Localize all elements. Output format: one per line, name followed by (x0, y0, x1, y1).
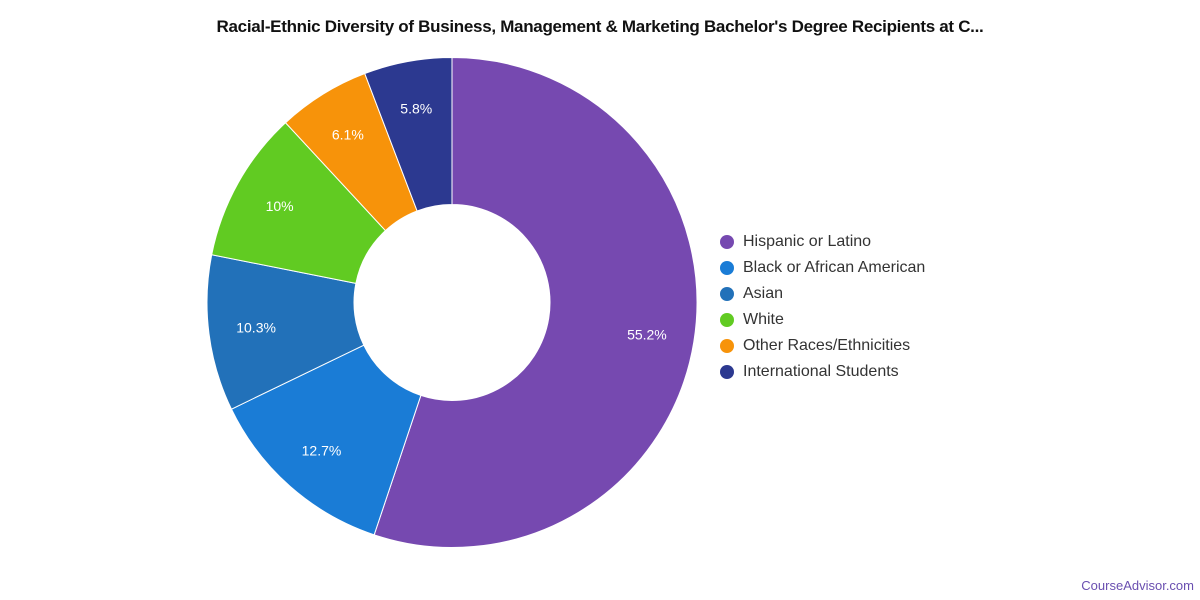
slice-data-label: 12.7% (302, 443, 342, 459)
legend-label: Black or African American (743, 259, 926, 276)
legend-item[interactable]: Other Races/Ethnicities (720, 333, 925, 359)
slice-data-label: 6.1% (332, 127, 364, 143)
slice-data-label: 55.2% (627, 326, 667, 342)
legend-item[interactable]: White (720, 307, 925, 333)
legend: Hispanic or Latino Black or African Ameri… (720, 229, 925, 385)
legend-item[interactable]: Black or African American (720, 255, 925, 281)
slice-hispanic-or-latino[interactable] (373, 56, 698, 548)
slice-data-label: 10% (266, 198, 294, 214)
slice-data-label: 5.8% (400, 100, 432, 116)
legend-item[interactable]: Hispanic or Latino (720, 229, 925, 255)
legend-swatch (720, 339, 734, 353)
legend-swatch (720, 365, 734, 379)
legend-swatch (720, 287, 734, 301)
slice-black-or-african-american[interactable] (230, 344, 422, 536)
slice-asian[interactable] (206, 254, 365, 410)
legend-swatch (720, 313, 734, 327)
chart-title: Racial-Ethnic Diversity of Business, Man… (216, 17, 984, 36)
legend-label: Asian (743, 285, 784, 302)
legend-swatch (720, 235, 734, 249)
legend-item[interactable]: Asian (720, 281, 925, 307)
slice-data-label: 10.3% (236, 320, 276, 336)
legend-item[interactable]: International Students (720, 359, 925, 385)
legend-label: Hispanic or Latino (743, 233, 872, 250)
legend-label: Other Races/Ethnicities (743, 337, 911, 354)
legend-label: White (743, 311, 784, 328)
legend-swatch (720, 261, 734, 275)
watermark-link[interactable]: CourseAdvisor.com (1081, 578, 1194, 593)
slice-international-students[interactable] (364, 56, 453, 212)
legend-label: International Students (743, 363, 899, 380)
